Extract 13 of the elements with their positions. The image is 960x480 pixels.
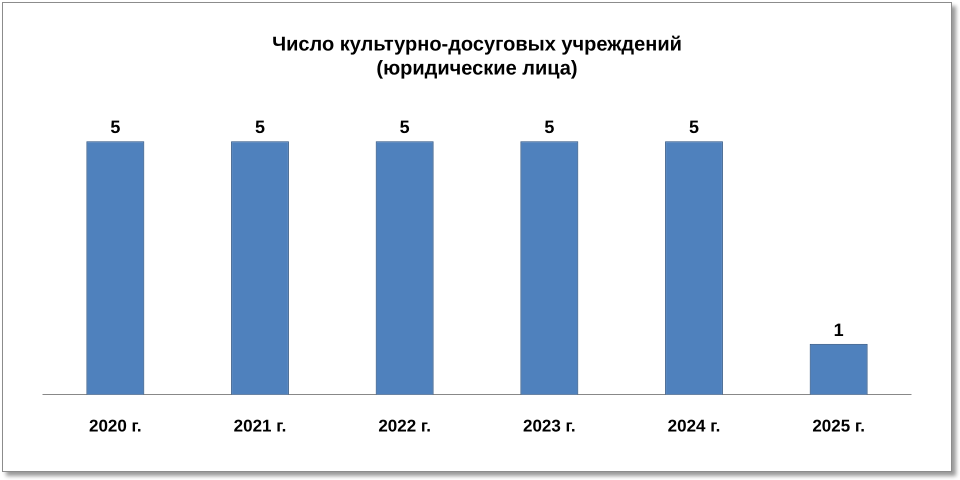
data-label: 5 — [254, 117, 266, 138]
x-tick-label: 2023 г. — [523, 416, 576, 436]
data-label: 5 — [400, 117, 410, 138]
data-label: 5 — [688, 117, 700, 138]
chart-title: Число культурно-досуговых учреждений (юридические лица) — [272, 34, 682, 80]
data-label: 5 — [110, 117, 120, 138]
data-label: 5 — [544, 117, 554, 138]
x-tick-label: 2024 г. — [668, 416, 720, 436]
data-label: 1 — [834, 320, 844, 340]
x-tick-label: 2022 г. — [378, 416, 431, 436]
x-tick-label: 2020 г. — [89, 416, 142, 436]
x-tick-label: 2025 г. — [812, 416, 865, 436]
x-tick-label: 2021 г. — [234, 416, 286, 436]
